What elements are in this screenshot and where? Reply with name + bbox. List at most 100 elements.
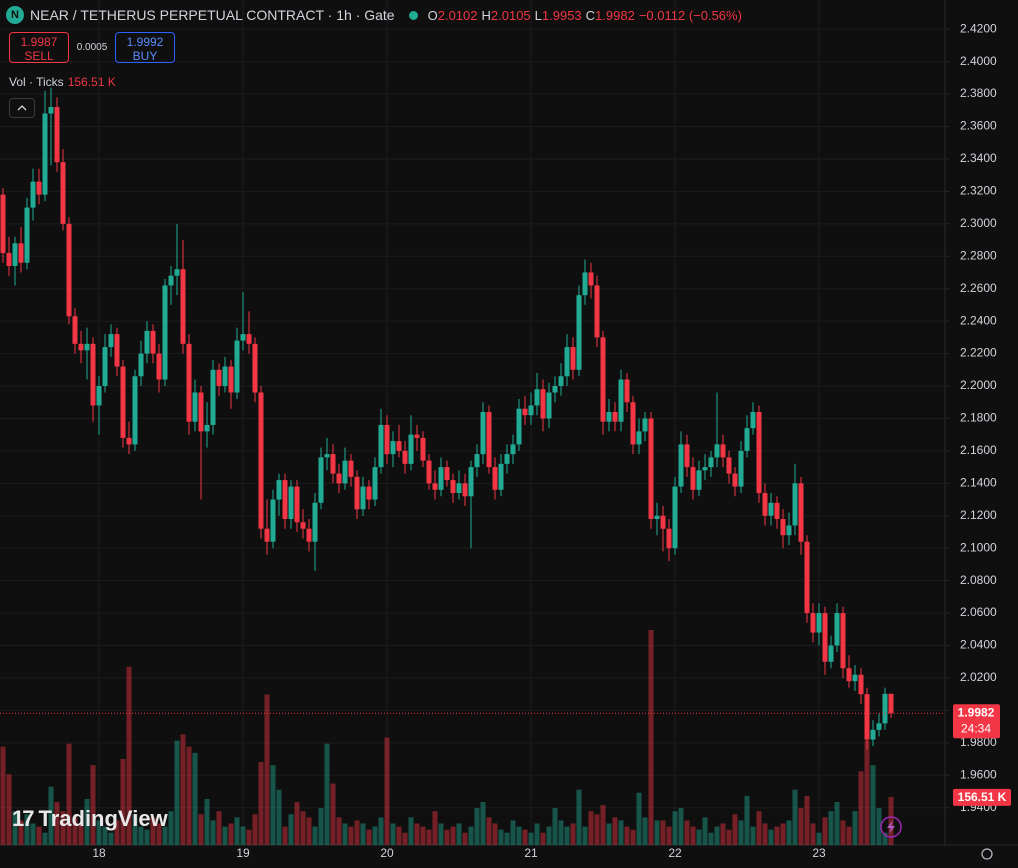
indicator-name: Vol · Ticks [9, 75, 64, 89]
y-tick-label: 2.0200 [960, 670, 997, 684]
candle-body [594, 285, 600, 338]
candle-body [840, 613, 846, 669]
candle-body [150, 330, 156, 354]
candle-body [438, 467, 444, 490]
volume-bar [738, 820, 744, 845]
volume-bar [504, 832, 510, 845]
volume-bar [612, 817, 618, 845]
y-tick-label: 1.9600 [960, 767, 997, 781]
candle-body [528, 405, 534, 416]
candle-body [828, 645, 834, 662]
candle-body [42, 113, 48, 195]
volume-bar [480, 802, 486, 845]
last-price-tag [953, 704, 1000, 739]
volume-bar [60, 811, 66, 845]
volume-bar [90, 765, 96, 845]
candle-body [546, 392, 552, 419]
volume-bar [24, 814, 30, 845]
volume-bar [462, 832, 468, 845]
volume-bar [876, 808, 882, 845]
volume-bar [330, 783, 336, 845]
candle-body [246, 334, 252, 344]
volume-bar [498, 829, 504, 845]
candle-body [234, 340, 240, 393]
candle-body [816, 613, 822, 633]
candle-body [138, 353, 144, 377]
chevron [17, 105, 27, 111]
legend-value: 1.9982 [595, 7, 635, 23]
candle-body [396, 441, 402, 451]
candle-body [564, 347, 570, 377]
volume-bar [12, 811, 18, 845]
candle-body [180, 269, 186, 344]
candle-body [768, 502, 774, 516]
candle-body [384, 424, 390, 455]
volume-bar [642, 817, 648, 845]
candle-body [690, 467, 696, 490]
candle-body [822, 613, 828, 662]
candle-body [762, 493, 768, 516]
candle-body [426, 460, 432, 484]
volume-bar [702, 817, 708, 845]
volume-bar [234, 817, 240, 845]
volume-bar [390, 823, 396, 845]
candle-body [342, 460, 348, 484]
candle-body [102, 347, 108, 387]
volume-bar [732, 814, 738, 845]
candle-body [324, 454, 330, 458]
candle-body [852, 674, 858, 682]
y-tick-label: 2.3600 [960, 119, 997, 133]
volume-bar [30, 823, 36, 845]
candle-body [144, 330, 150, 354]
candle-body [12, 243, 18, 266]
candle-body [846, 668, 852, 682]
candle-body [558, 376, 564, 387]
replay-bolt [887, 820, 895, 834]
candle-body [312, 502, 318, 542]
watermark: 17 TradingView [12, 806, 168, 832]
candle-body [186, 343, 192, 422]
candle-body [114, 334, 120, 367]
candle-body [834, 613, 840, 646]
candle-body [450, 480, 456, 494]
settings-icon [981, 848, 993, 860]
collapse-button[interactable] [9, 98, 35, 118]
symbol-logo: N [6, 6, 24, 24]
volume-bar [870, 765, 876, 845]
candle-body [192, 392, 198, 422]
candle-body [414, 434, 420, 438]
sell-label: SELL [24, 49, 54, 63]
volume-bar [690, 826, 696, 845]
candle-body [714, 444, 720, 458]
candle-body [588, 272, 594, 286]
candle-body [750, 411, 756, 429]
candle-body [54, 107, 60, 163]
sell-button[interactable]: 1.9987 SELL [9, 32, 69, 63]
candle-body [108, 334, 114, 348]
volume-bar [768, 829, 774, 845]
volume-bar [372, 826, 378, 845]
legend-label: C [585, 7, 596, 23]
volume-bar [48, 786, 54, 845]
y-tick-label: 2.4200 [960, 21, 997, 35]
volume-bar [300, 811, 306, 845]
volume-bar [774, 826, 780, 845]
volume-bar [72, 817, 78, 845]
volume-bar [840, 820, 846, 845]
buy-button[interactable]: 1.9992 BUY [115, 32, 175, 63]
volume-bar [138, 826, 144, 845]
candle-body [480, 411, 486, 455]
volume-bar [228, 823, 234, 845]
volume-bar [468, 826, 474, 845]
candle-body [348, 460, 354, 477]
candle-body [462, 483, 468, 497]
candle-body [48, 107, 54, 114]
candle-body [630, 402, 636, 445]
trade-buttons: 1.9987 SELL 0.0005 1.9992 BUY [9, 32, 175, 63]
candle-body [858, 674, 864, 695]
last-price-label: 1.9982 [958, 705, 995, 719]
y-tick-label: 2.3800 [960, 86, 997, 100]
legend-item: C1.9982 [586, 8, 635, 23]
